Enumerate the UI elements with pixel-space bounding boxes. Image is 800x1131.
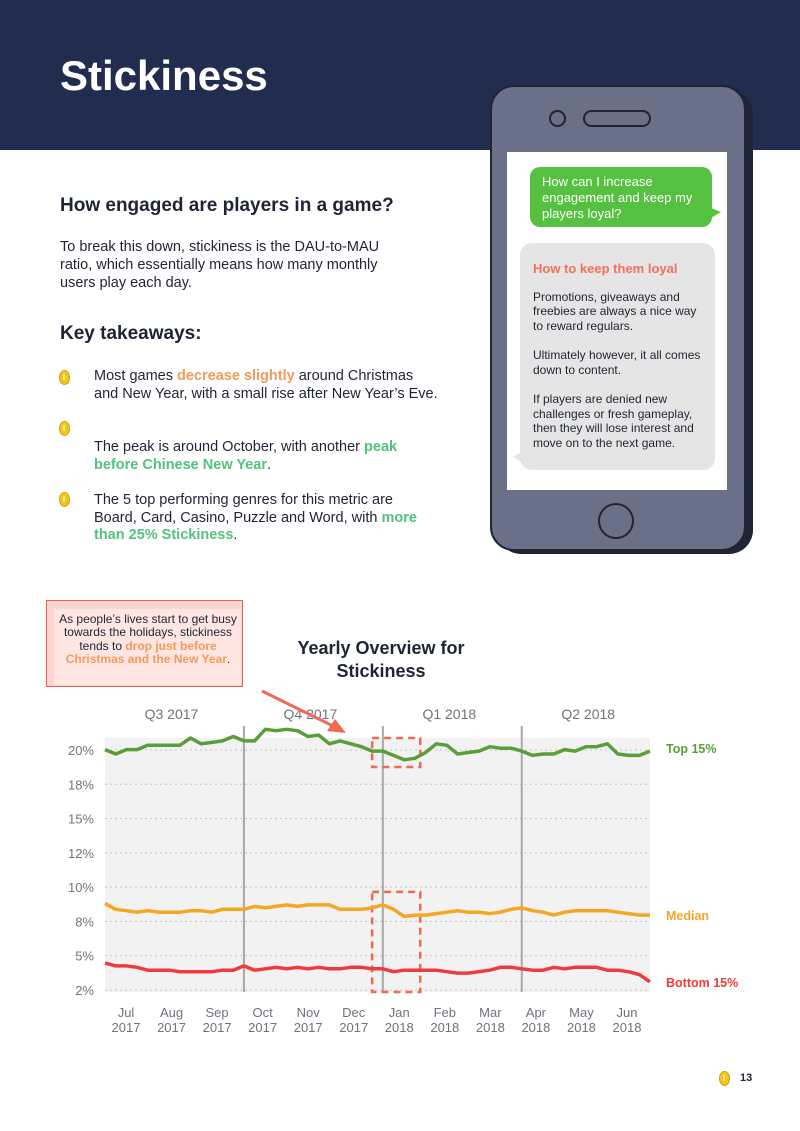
stickiness-line-chart: 20%18%15%12%10%8%5%2%Q3 2017 Q4 2017 Q1 20… bbox=[68, 690, 738, 1035]
x-tick-year: 2018 bbox=[476, 1020, 505, 1035]
series-line bbox=[104, 901, 650, 919]
page-number: 13 bbox=[740, 1072, 753, 1084]
x-tick-year: 2017 bbox=[112, 1020, 141, 1035]
highlight-box bbox=[370, 736, 422, 769]
chat-answer-paragraph: Ultimately however, it all comes down to… bbox=[533, 348, 701, 377]
y-tick-label: 8% bbox=[75, 914, 94, 929]
chat-answer-paragraph: Promotions, giveaways and freebies are a… bbox=[533, 289, 697, 333]
series-label: Median bbox=[666, 909, 709, 923]
series-line bbox=[104, 727, 651, 762]
x-tick-month: Aug bbox=[160, 1005, 183, 1020]
x-tick-month: Sep bbox=[206, 1005, 229, 1020]
x-tick-month: May bbox=[569, 1005, 594, 1020]
x-tick-month: Mar bbox=[479, 1005, 502, 1020]
x-tick-year: 2017 bbox=[203, 1020, 232, 1035]
x-tick-month: Oct bbox=[253, 1005, 274, 1020]
y-tick-label: 5% bbox=[75, 949, 94, 964]
x-tick-month: Jun bbox=[617, 1005, 638, 1020]
series-line bbox=[104, 961, 651, 984]
y-tick-label: 15% bbox=[68, 812, 94, 827]
x-tick-month: Jan bbox=[389, 1005, 410, 1020]
chat-answer-paragraph: If players are denied new challenges or … bbox=[533, 392, 694, 450]
takeaway-item: The 5 top performing genres for this met… bbox=[94, 492, 439, 545]
section-question: How engaged are players in a game? bbox=[60, 195, 394, 216]
takeaway-text: . bbox=[267, 456, 272, 473]
phone-camera-icon bbox=[549, 110, 566, 127]
callout-body: As people’s lives start to get busy towa… bbox=[59, 612, 237, 653]
takeaway-highlight: peak before Chinese New Year bbox=[94, 439, 398, 473]
callout-box bbox=[54, 609, 241, 685]
arrow-head-icon bbox=[327, 719, 346, 733]
series-label: Bottom 15% bbox=[666, 976, 738, 990]
phone-speaker-icon bbox=[583, 110, 651, 127]
series-label: Top 15% bbox=[666, 742, 716, 756]
takeaway-item: Most games decrease slightly around Chri… bbox=[94, 368, 439, 403]
plot-background bbox=[105, 738, 650, 992]
x-tick-year: 2018 bbox=[385, 1020, 414, 1035]
y-tick-label: 12% bbox=[68, 846, 94, 861]
takeaway-text: . bbox=[233, 527, 238, 543]
chat-answer-title: How to keep them loyal bbox=[533, 261, 678, 276]
x-tick-year: 2018 bbox=[613, 1020, 642, 1035]
x-tick-year: 2017 bbox=[339, 1020, 368, 1035]
x-tick-year: 2018 bbox=[567, 1020, 596, 1035]
x-tick-month: Nov bbox=[297, 1005, 321, 1020]
y-tick-label: 10% bbox=[68, 880, 94, 895]
quarter-label: Q3 2017 bbox=[145, 706, 199, 722]
takeaway-item: The peak is around October, with another… bbox=[94, 439, 439, 474]
coin-icon bbox=[719, 1071, 730, 1086]
x-tick-month: Feb bbox=[434, 1005, 456, 1020]
callout-text: As people’s lives start to get busy towa… bbox=[58, 612, 238, 667]
coin-bullet-icon bbox=[59, 421, 70, 436]
coin-bullet-icon bbox=[59, 370, 70, 385]
x-tick-month: Dec bbox=[342, 1005, 366, 1020]
x-tick-year: 2018 bbox=[521, 1020, 550, 1035]
quarter-label: Q1 2018 bbox=[422, 706, 476, 722]
x-tick-year: 2017 bbox=[248, 1020, 277, 1035]
page-title: Stickiness bbox=[60, 52, 268, 99]
takeaways-title: Key takeaways: bbox=[60, 323, 202, 344]
intro-text: To break this down, stickiness is the DA… bbox=[60, 239, 380, 291]
y-tick-label: 20% bbox=[68, 743, 94, 758]
highlight-box bbox=[370, 890, 422, 994]
chat-bubble-answer: How to keep them loyal Promotions, givea… bbox=[513, 243, 715, 470]
takeaway-highlight: more than 25% Stickiness bbox=[94, 509, 417, 544]
coin-bullet-icon bbox=[59, 492, 70, 507]
chat-question-text: How can I increase engagement and keep m… bbox=[542, 174, 693, 221]
takeaway-text: around Christmas and New Year, with a sm… bbox=[94, 368, 438, 402]
x-tick-month: Apr bbox=[526, 1005, 547, 1020]
x-tick-year: 2017 bbox=[294, 1020, 323, 1035]
takeaway-highlight: decrease slightly bbox=[177, 368, 295, 384]
x-tick-month: Jul bbox=[118, 1005, 135, 1020]
x-tick-year: 2018 bbox=[430, 1020, 459, 1035]
callout-body: . bbox=[226, 652, 231, 667]
x-tick-year: 2017 bbox=[157, 1020, 186, 1035]
quarter-label: Q2 2018 bbox=[561, 706, 615, 722]
takeaway-text: The 5 top performing genres for this met… bbox=[94, 492, 393, 526]
chart-title: Yearly Overview for Stickiness bbox=[297, 638, 465, 681]
y-tick-label: 18% bbox=[68, 777, 94, 792]
phone-home-button-icon bbox=[598, 503, 634, 539]
callout-arrow bbox=[261, 690, 336, 729]
callout-highlight: drop just before Christmas and the New Y… bbox=[65, 638, 227, 667]
chat-bubble-question: How can I increase engagement and keep m… bbox=[530, 167, 721, 227]
takeaway-text: Most games bbox=[94, 368, 177, 384]
takeaway-text: The peak is around October, with another bbox=[94, 439, 365, 455]
y-tick-label: 2% bbox=[75, 983, 94, 998]
